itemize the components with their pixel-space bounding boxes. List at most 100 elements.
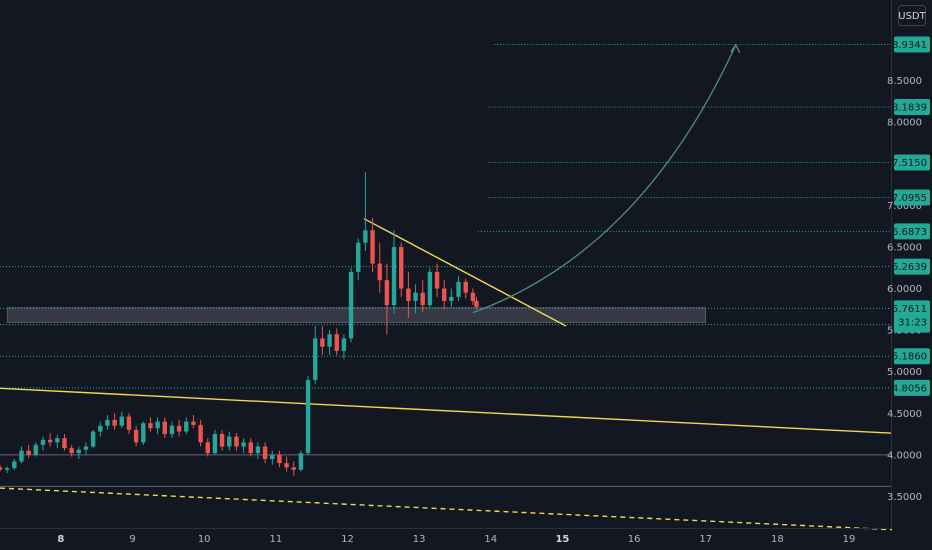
currency-label: USDT — [898, 11, 926, 22]
projection-curve[interactable] — [472, 44, 737, 314]
currency-badge[interactable]: USDT — [898, 5, 927, 26]
candle[interactable] — [434, 263, 440, 297]
candle-body — [277, 454, 282, 464]
level-tag[interactable]: 6.2639 — [892, 258, 930, 275]
candle[interactable] — [169, 421, 175, 439]
candle[interactable] — [327, 330, 332, 356]
time-tick-label: 13 — [413, 534, 426, 545]
candle[interactable] — [348, 267, 354, 343]
candle[interactable] — [62, 434, 67, 451]
candle[interactable] — [184, 417, 189, 435]
candle[interactable] — [133, 425, 139, 447]
candle[interactable] — [399, 242, 404, 297]
candle[interactable] — [270, 450, 275, 465]
candle-body — [76, 449, 82, 454]
candle[interactable] — [12, 458, 17, 470]
candle-body — [83, 446, 89, 450]
candle[interactable] — [33, 442, 39, 457]
candle[interactable] — [155, 417, 160, 435]
candle[interactable] — [205, 438, 210, 457]
candle[interactable] — [298, 450, 304, 472]
candle-body — [169, 425, 175, 435]
candle[interactable] — [262, 442, 268, 464]
candle[interactable] — [83, 442, 89, 455]
candle[interactable] — [19, 446, 24, 464]
candle[interactable] — [219, 429, 225, 451]
candle[interactable] — [98, 421, 103, 437]
candle-body — [227, 436, 232, 447]
candle[interactable] — [26, 444, 31, 459]
level-tag[interactable]: 5.1860 — [892, 348, 930, 365]
price-axis[interactable] — [891, 0, 932, 550]
candle[interactable] — [320, 325, 325, 356]
candle-body — [33, 444, 39, 455]
candle[interactable] — [4, 466, 10, 474]
level-tag[interactable]: 8.9341 — [892, 36, 930, 53]
candle[interactable] — [227, 431, 232, 451]
candle[interactable] — [384, 263, 390, 335]
candle[interactable] — [420, 280, 425, 312]
last-price-tag[interactable]: 5.7611 31:23 — [892, 300, 930, 330]
candle[interactable] — [55, 434, 60, 449]
candle[interactable] — [427, 267, 433, 307]
candle[interactable] — [255, 442, 261, 459]
candle[interactable] — [363, 172, 368, 252]
candle[interactable] — [47, 433, 53, 447]
candle[interactable] — [474, 296, 479, 310]
trendline[interactable] — [363, 218, 567, 327]
candle[interactable] — [391, 230, 397, 314]
level-tag[interactable]: 7.0955 — [892, 189, 930, 206]
projection-layer — [472, 43, 741, 314]
level-tag[interactable]: 7.5150 — [892, 154, 930, 171]
candle[interactable] — [69, 444, 74, 457]
candle-body — [176, 425, 182, 432]
level-tag[interactable]: 6.6873 — [892, 223, 930, 240]
trendline[interactable] — [0, 387, 893, 434]
support-zone[interactable] — [6, 307, 706, 323]
candle[interactable] — [305, 375, 311, 455]
candle[interactable] — [284, 456, 289, 472]
time-axis[interactable]: 8 9 10 11 12 13 14 15 16 17 18 19 — [0, 528, 892, 546]
level-tag[interactable]: 8.1839 — [892, 98, 930, 115]
candle[interactable] — [291, 461, 296, 476]
candle[interactable] — [406, 271, 411, 318]
candle[interactable] — [198, 419, 203, 447]
candle-body — [112, 419, 117, 426]
candle[interactable] — [248, 438, 253, 457]
candle[interactable] — [76, 446, 82, 459]
candle[interactable] — [456, 276, 461, 302]
candle[interactable] — [162, 417, 167, 439]
candle[interactable] — [277, 450, 282, 468]
candle[interactable] — [119, 411, 124, 429]
candle[interactable] — [413, 284, 418, 314]
time-tick-label: 14 — [484, 534, 497, 545]
candle[interactable] — [334, 328, 339, 356]
candle[interactable] — [370, 217, 375, 272]
candle[interactable] — [470, 288, 476, 306]
candle[interactable] — [112, 413, 117, 430]
candle[interactable] — [90, 429, 96, 449]
candle[interactable] — [377, 242, 382, 293]
candle[interactable] — [176, 419, 182, 437]
candle[interactable] — [241, 438, 246, 454]
candle[interactable] — [141, 421, 146, 445]
candle[interactable] — [105, 414, 110, 430]
candle[interactable] — [234, 433, 239, 451]
candle[interactable] — [148, 417, 153, 432]
candle[interactable] — [0, 464, 3, 472]
candle-body — [463, 281, 468, 293]
candle-body — [40, 439, 46, 445]
candle[interactable] — [356, 238, 361, 281]
candle[interactable] — [463, 278, 468, 299]
level-tag[interactable]: 4.8056 — [892, 379, 930, 396]
candle[interactable] — [449, 288, 454, 307]
candle[interactable] — [341, 334, 347, 360]
candle[interactable] — [313, 325, 318, 385]
candle-body — [212, 434, 218, 454]
dashed-trendline[interactable] — [0, 487, 893, 531]
candle[interactable] — [126, 413, 132, 435]
candle[interactable] — [212, 429, 218, 455]
candle[interactable] — [40, 436, 46, 451]
candle[interactable] — [442, 280, 447, 310]
candle[interactable] — [191, 414, 196, 429]
